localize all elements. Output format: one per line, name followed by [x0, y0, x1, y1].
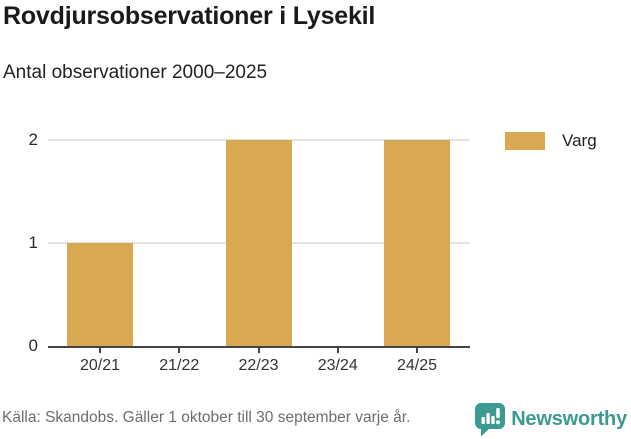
- bar-24/25: [384, 140, 450, 346]
- bar-22/23: [225, 140, 292, 346]
- x-axis-tick-label: 24/25: [396, 357, 438, 374]
- chart-subtitle: Antal observationer 2000–2025: [3, 62, 268, 83]
- y-axis-tick-label: 1: [28, 233, 38, 252]
- newsworthy-wordmark: Newsworthy: [511, 408, 627, 430]
- bar-chart-plot: 0 1 2 20/21 21/22 22/23 23/24 24/25: [28, 130, 470, 374]
- y-axis-tick-label: 2: [28, 130, 38, 149]
- source-note: Källa: Skandobs. Gäller 1 oktober till 3…: [2, 409, 411, 426]
- x-axis-tick: [336, 348, 339, 353]
- x-axis-tick: [178, 348, 181, 353]
- x-axis-tick-label: 22/23: [238, 357, 279, 374]
- x-axis-tick-label: 23/24: [317, 357, 358, 374]
- x-axis-tick: [257, 348, 260, 353]
- y-axis-tick-label: 0: [28, 336, 38, 355]
- x-axis-tick-label: 21/22: [159, 357, 200, 374]
- x-axis-tick: [99, 348, 101, 353]
- newsworthy-logo[interactable]: Newsworthy: [474, 402, 627, 437]
- bar-20/21: [67, 243, 133, 346]
- x-axis-tick-label: 20/21: [79, 357, 121, 374]
- chart-title: Rovdjursobservationer i Lysekil: [3, 2, 376, 30]
- x-axis-tick: [416, 348, 418, 353]
- x-axis-line: [48, 346, 470, 348]
- newsworthy-chart-bubble-icon: [475, 403, 506, 437]
- legend-label: Varg: [562, 131, 597, 150]
- legend: Varg: [505, 131, 597, 151]
- legend-swatch-varg: [505, 132, 545, 150]
